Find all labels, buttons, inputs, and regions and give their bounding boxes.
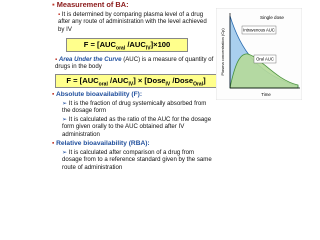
heading: Measurement of BA: — [52, 1, 222, 9]
formula-text: F = [AUC — [83, 40, 117, 49]
x-axis-label: Time — [261, 92, 271, 97]
formula-box: F = [AUCoral /AUCIV] × [DoseIV /DoseOral… — [55, 74, 217, 88]
formula-subscript: oral — [98, 81, 108, 88]
label-box — [253, 54, 277, 64]
section-heading: Relative bioavailability (RBA): — [52, 140, 222, 147]
formula-box: F = [AUCoral /AUCIV]×100 — [66, 38, 188, 52]
formula-subscript: IV — [128, 81, 134, 88]
formula-subscript: IV — [165, 81, 171, 88]
bullet-text: It is calculated as the ratio of the AUC… — [62, 116, 214, 138]
auc-graph: Single dose Intravenous AUC Oral AUC Pla… — [216, 8, 302, 100]
formula-text: ]×100 — [150, 40, 171, 49]
slide: Measurement of BA: It is determined by c… — [0, 0, 320, 180]
formula-text: ] — [203, 76, 206, 85]
iv-label: Intravenous AUC — [243, 28, 275, 33]
formula-text: ] × [Dose — [133, 76, 166, 85]
label-box — [241, 25, 277, 35]
auc-term: Area Under the Curve — [58, 56, 122, 63]
graph-title: Single dose — [260, 15, 284, 20]
formula-text: /AUC — [125, 40, 146, 49]
bullet-text: It is the fraction of drug systemically … — [62, 100, 212, 115]
oral-label: Oral AUC — [256, 57, 274, 62]
y-axis-label: Plasma concentration (Cp) — [220, 28, 225, 76]
bullet-text: It is calculated after comparison of a d… — [62, 149, 214, 171]
intro-text: It is determined by comparing plasma lev… — [58, 11, 214, 33]
auc-definition: (AUC) is a measure of quantity of drugs … — [55, 56, 214, 71]
formula-subscript: Oral — [193, 81, 204, 88]
oral-area — [229, 53, 299, 89]
formula-text: /AUC — [107, 76, 129, 85]
formula-text: F = [AUC — [66, 76, 99, 85]
section-heading: Absolute bioavailability (F): — [52, 91, 222, 98]
auc-text: Area Under the Curve (AUC) is a measure … — [55, 56, 215, 71]
formula-text: /Dose — [170, 76, 194, 85]
formula-subscript: IV — [145, 45, 151, 52]
formula-subscript: oral — [116, 45, 126, 52]
